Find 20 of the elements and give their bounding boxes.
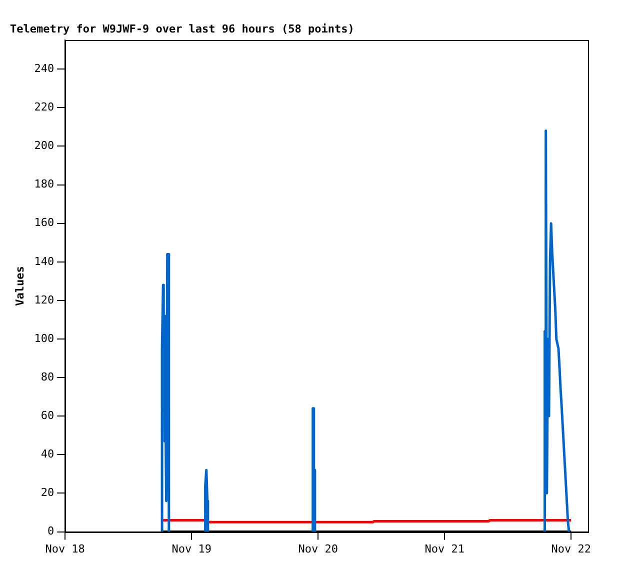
y-tick-label: 240 bbox=[34, 62, 54, 75]
y-tick-label: 100 bbox=[34, 332, 54, 345]
x-tick-label: Nov 21 bbox=[424, 542, 464, 556]
y-tick-label: 40 bbox=[40, 448, 54, 461]
y-tick-label: 160 bbox=[34, 216, 54, 230]
chart-title: Telemetry for W9JWF-9 over last 96 hours (58 points) bbox=[10, 22, 354, 36]
y-tick-label: 220 bbox=[34, 100, 54, 114]
y-tick-label: 80 bbox=[40, 370, 54, 384]
x-tick-label: Nov 18 bbox=[45, 542, 85, 556]
y-tick-label: 200 bbox=[34, 139, 54, 152]
y-tick-label: 120 bbox=[34, 293, 54, 306]
y-tick-label: 180 bbox=[34, 178, 54, 191]
y-tick-label: 20 bbox=[40, 486, 54, 500]
y-tick-label: 0 bbox=[47, 524, 54, 538]
y-axis-title: Values bbox=[13, 266, 26, 306]
y-tick-label: 60 bbox=[40, 408, 54, 422]
x-tick-label: Nov 20 bbox=[298, 542, 338, 556]
x-tick-label: Nov 19 bbox=[172, 542, 212, 556]
y-tick-label: 140 bbox=[34, 254, 54, 268]
x-tick-label: Nov 22 bbox=[551, 542, 592, 556]
